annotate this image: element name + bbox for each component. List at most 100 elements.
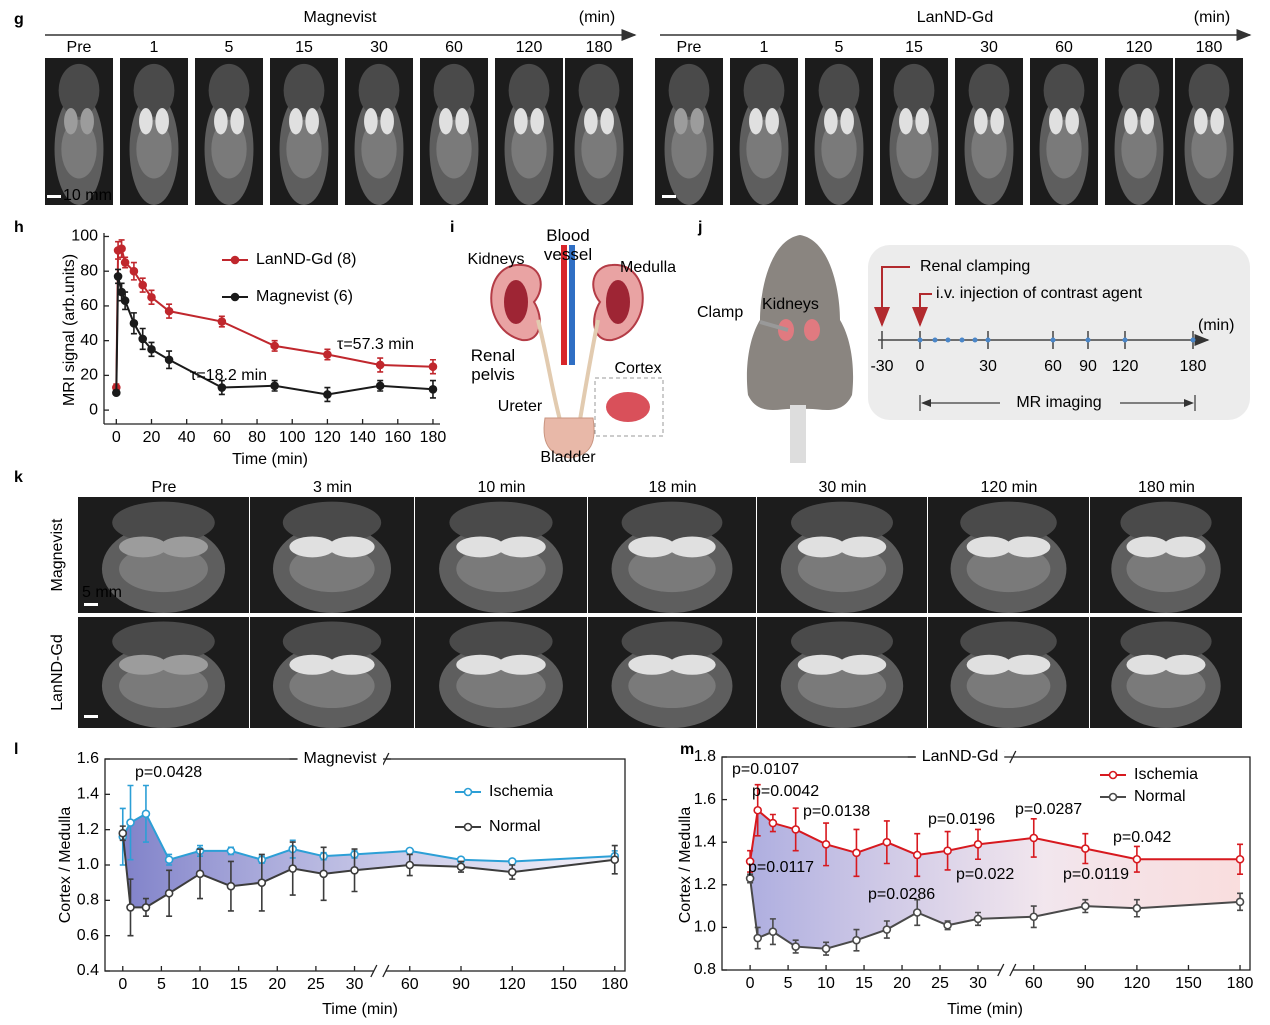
annotation: p=0.0107 (732, 761, 799, 778)
mri-organ (797, 545, 887, 593)
mri-kidney (628, 654, 676, 675)
panel-letter: i (450, 219, 454, 236)
y-axis-label: Cortex / Medulla (677, 807, 694, 924)
time-label: 18 min (648, 479, 696, 496)
mri-organ (361, 119, 397, 179)
data-point (428, 384, 438, 394)
data-point (791, 942, 800, 951)
data-point (375, 360, 385, 370)
row-label: LanND-Gd (49, 634, 66, 710)
x-tick-label: 0 (746, 975, 755, 992)
chart-title: LanND-Gd (922, 748, 998, 765)
time-label: 30 (370, 39, 388, 56)
mri-kidney (64, 107, 78, 135)
x-tick-label: 20 (893, 975, 911, 992)
x-tick-label: 20 (268, 976, 286, 993)
panel-letter: k (14, 469, 23, 486)
mri-kidney (155, 107, 169, 135)
time-label: 15 (905, 39, 923, 56)
x-tick-label: 140 (349, 429, 376, 446)
timeline-label: Renal clamping (920, 258, 1030, 275)
x-tick-label: 20 (143, 429, 161, 446)
data-point (126, 818, 135, 827)
timeline-label: MR imaging (1016, 394, 1101, 411)
time-label: 3 min (313, 479, 352, 496)
mri-kidney (765, 107, 779, 135)
data-point (1235, 854, 1245, 864)
y-tick-label: 80 (80, 262, 98, 279)
timeline-tick-label: 180 (1180, 358, 1207, 375)
mri-chest (58, 63, 100, 117)
mri-organ (1126, 545, 1206, 593)
data-point (405, 860, 415, 870)
data-point (164, 855, 174, 865)
mri-organ (61, 119, 97, 179)
data-point (120, 296, 130, 306)
data-point (456, 862, 466, 872)
mri-kidney (1005, 654, 1051, 675)
time-label: 30 min (818, 479, 866, 496)
legend-label: Normal (1134, 788, 1186, 805)
x-tick-label: 10 (817, 975, 835, 992)
annotation: p=0.0428 (135, 764, 202, 781)
medulla (606, 280, 630, 324)
x-tick-label: 30 (969, 975, 987, 992)
mri-kidney (600, 107, 614, 135)
mri-organ (966, 545, 1051, 593)
y-tick-label: 1.0 (77, 856, 99, 873)
mri-chest (1188, 63, 1230, 117)
scale-bar (84, 715, 98, 718)
y-tick-label: 1.6 (694, 791, 716, 808)
data-point (147, 345, 156, 354)
x-tick-label: 40 (178, 429, 196, 446)
legend-marker (463, 822, 473, 832)
mri-kidney (974, 107, 988, 135)
data-point (610, 855, 620, 865)
x-tick-label: 5 (157, 976, 166, 993)
x-tick-label: 160 (384, 429, 411, 446)
data-point (1029, 833, 1039, 843)
data-point (147, 292, 156, 302)
data-point (943, 846, 952, 856)
x-tick-label: 5 (784, 975, 793, 992)
mri-kidney (1065, 107, 1079, 135)
mri-kidney (160, 654, 208, 675)
data-point (943, 920, 952, 930)
title-backdrop (915, 748, 1005, 766)
panel-letter: g (14, 11, 24, 28)
data-point (375, 381, 385, 391)
data-point (164, 306, 174, 316)
data-point (164, 355, 174, 365)
data-point (821, 944, 831, 954)
data-point (323, 390, 332, 399)
data-point (217, 317, 227, 326)
mri-kidney (439, 107, 453, 135)
data-point (141, 903, 151, 912)
time-label: Pre (152, 479, 177, 496)
scan-dot (1085, 337, 1091, 343)
mri-kidney (139, 107, 153, 135)
annotation: p=0.0119 (1063, 866, 1129, 883)
data-point (112, 388, 121, 398)
mri-chest (791, 621, 893, 662)
mri-kidney (1140, 107, 1154, 135)
scale-bar (47, 195, 61, 198)
x-tick-label: 80 (248, 429, 266, 446)
timeline-tick-label: -30 (870, 358, 893, 375)
data-point (745, 857, 755, 866)
x-axis-label: Time (min) (947, 1001, 1023, 1018)
data-point (1081, 844, 1090, 853)
mri-organ (1191, 119, 1227, 179)
annotation: p=0.022 (956, 866, 1014, 883)
data-point (117, 244, 126, 253)
mri-kidney (690, 107, 704, 135)
mri-organ (1046, 119, 1082, 179)
time-label: 1 (760, 39, 769, 56)
time-label: 60 (445, 39, 463, 56)
panel-letter: j (697, 219, 702, 236)
mri-kidney (455, 107, 469, 135)
legend-marker (1108, 770, 1118, 780)
mri-organ (436, 119, 472, 179)
timeline-tick-label: 60 (1044, 358, 1062, 375)
mri-chest (960, 621, 1057, 662)
